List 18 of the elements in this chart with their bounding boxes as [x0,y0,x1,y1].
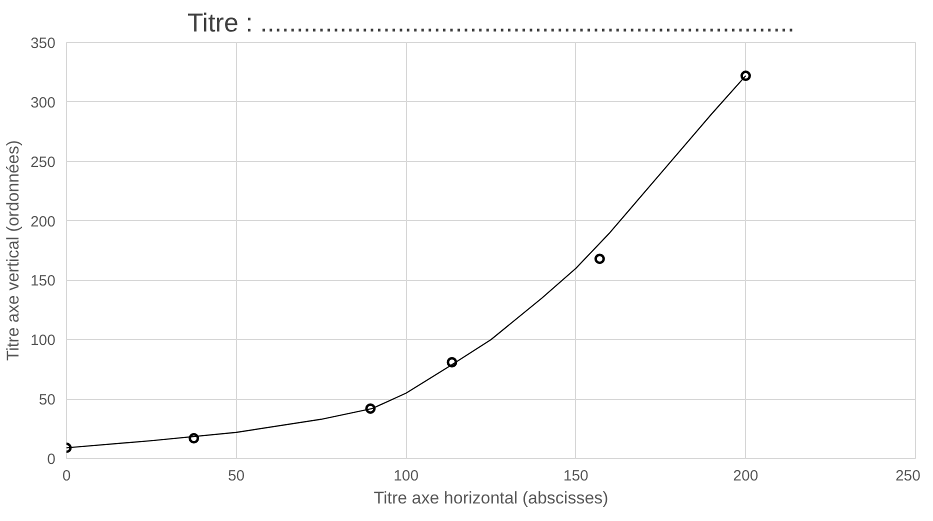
x-tick-label: 100 [394,468,419,484]
y-tick-label: 250 [30,154,56,171]
y-tick-label: 350 [30,35,56,52]
chart-title: Titre : .......................................................................... [187,8,795,38]
x-tick-label: 250 [895,468,921,484]
x-tick-label: 0 [62,468,71,484]
y-axis-title: Titre axe vertical (ordonnées) [3,140,22,361]
x-axis-title: Titre axe horizontal (abscisses) [374,488,608,508]
y-tick-label: 300 [30,94,56,112]
x-tick-label: 200 [733,468,758,484]
y-tick-label: 150 [30,272,56,290]
y-tick-label: 200 [30,213,56,230]
y-tick-label: 100 [30,332,56,350]
x-tick-label: 150 [563,468,588,484]
y-tick-label: 0 [47,451,56,468]
y-tick-label: 50 [38,392,56,409]
x-tick-label: 50 [228,468,245,484]
point [594,254,605,264]
